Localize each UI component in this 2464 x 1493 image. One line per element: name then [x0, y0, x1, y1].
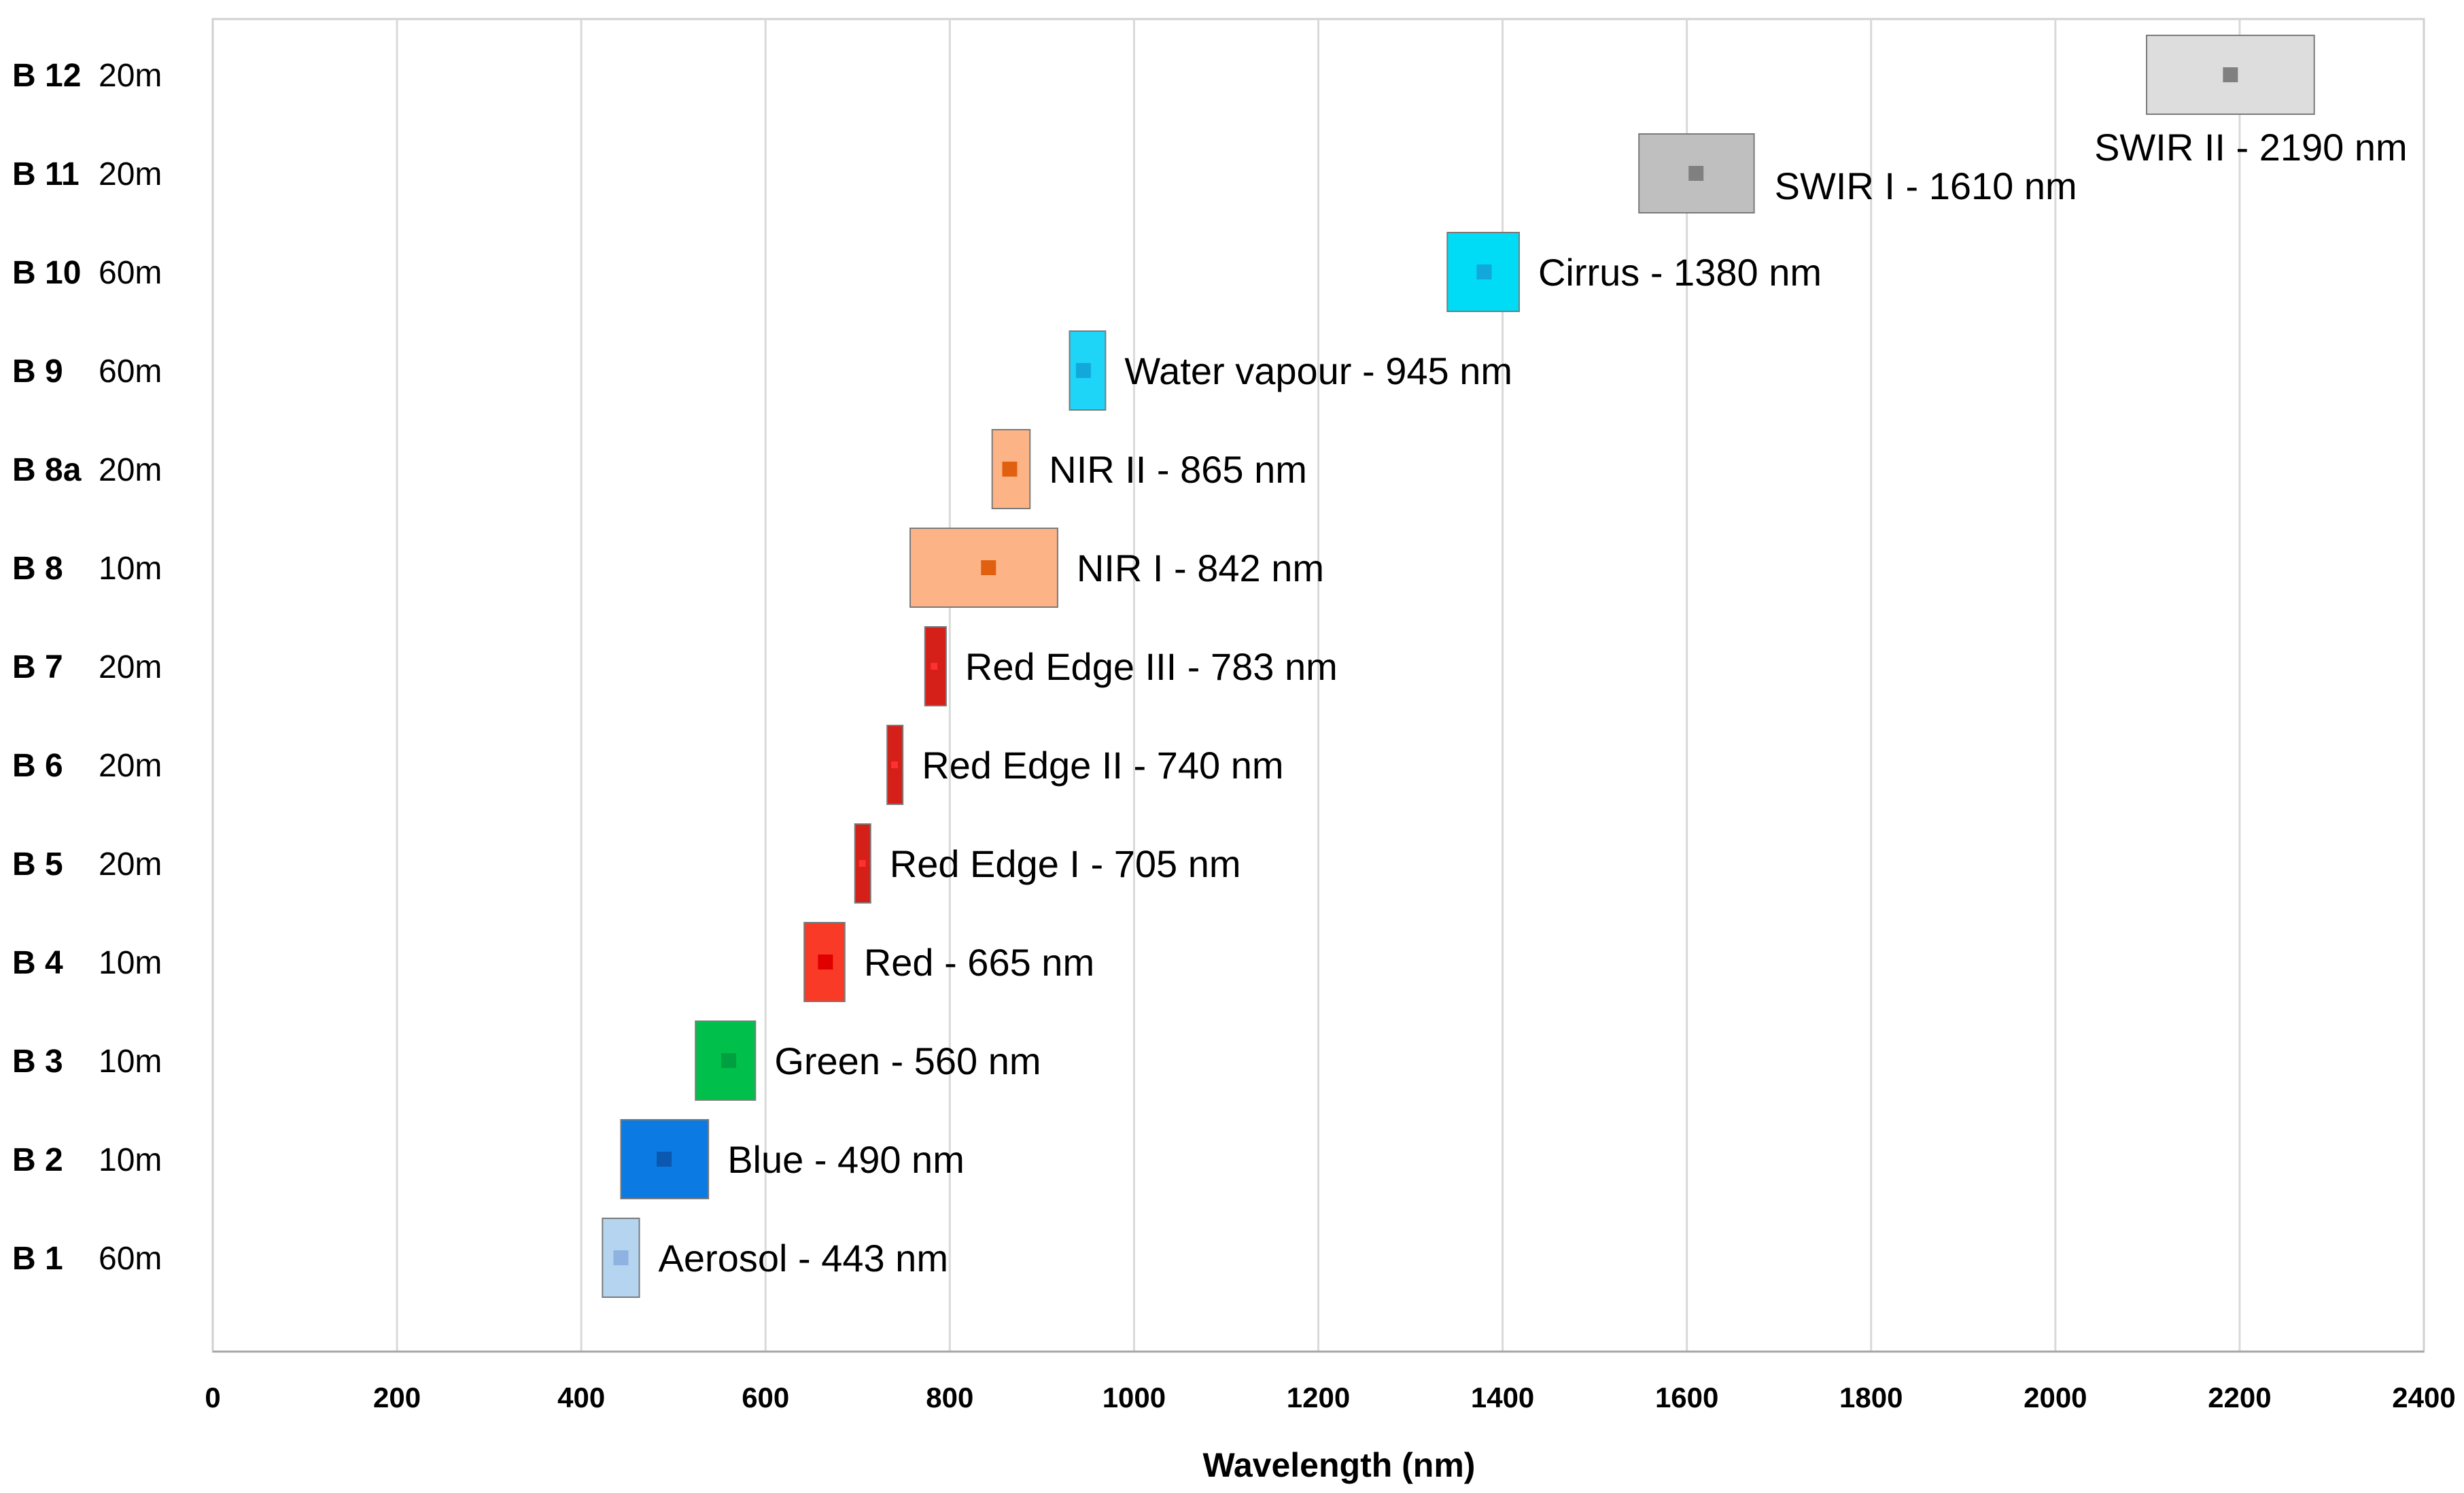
band-resolution-b5: 20m — [99, 846, 162, 882]
band-label-b12: SWIR II - 2190 nm — [2094, 126, 2408, 169]
band-center-marker-b5 — [858, 860, 866, 867]
x-tick-label-200: 200 — [373, 1382, 421, 1413]
band-resolution-b4: 10m — [99, 945, 162, 981]
band-center-marker-b11 — [1688, 166, 1704, 181]
band-code-b8: B 8 — [12, 551, 63, 587]
band-center-marker-b2 — [657, 1152, 672, 1167]
band-code-b12: B 12 — [12, 58, 81, 94]
x-tick-label-2400: 2400 — [2392, 1382, 2455, 1413]
band-resolution-b8: 10m — [99, 551, 162, 587]
band-resolution-b12: 20m — [99, 58, 162, 94]
band-resolution-b9: 60m — [99, 354, 162, 390]
band-resolution-b3: 10m — [99, 1044, 162, 1080]
band-code-b3: B 3 — [12, 1044, 63, 1080]
band-label-b4: Red - 665 nm — [864, 941, 1094, 984]
band-label-b7: Red Edge III - 783 nm — [965, 645, 1338, 688]
band-code-b1: B 1 — [12, 1241, 63, 1277]
band-label-b1: Aerosol - 443 nm — [659, 1237, 948, 1280]
band-label-b10: Cirrus - 1380 nm — [1538, 251, 1822, 294]
band-center-marker-b8a — [1002, 462, 1018, 477]
x-tick-label-1200: 1200 — [1287, 1382, 1350, 1413]
band-resolution-b8a: 20m — [99, 452, 162, 488]
band-code-b7: B 7 — [12, 649, 63, 685]
band-center-marker-b10 — [1476, 264, 1492, 279]
band-label-b6: Red Edge II - 740 nm — [922, 744, 1283, 787]
grid-lines — [396, 19, 2241, 1352]
band-center-marker-b3 — [721, 1053, 737, 1068]
band-code-b2: B 2 — [12, 1142, 63, 1178]
band-resolution-b11: 20m — [99, 156, 162, 192]
band-code-b6: B 6 — [12, 748, 63, 784]
band-code-b4: B 4 — [12, 945, 63, 981]
band-center-marker-b6 — [891, 761, 899, 768]
band-center-marker-b1 — [613, 1250, 629, 1265]
band-resolution-b1: 60m — [99, 1241, 162, 1277]
band-center-marker-b12 — [2223, 67, 2238, 82]
band-code-b5: B 5 — [12, 846, 63, 882]
x-tick-label-2200: 2200 — [2208, 1382, 2271, 1413]
band-code-b8a: B 8a — [12, 452, 82, 488]
bands: Aerosol - 443 nm Blue - 490 nm Green - 560… — [602, 35, 2408, 1298]
x-tick-label-1400: 1400 — [1471, 1382, 1534, 1413]
x-tick-label-1800: 1800 — [1839, 1382, 1903, 1413]
band-label-b8a: NIR II - 865 nm — [1049, 448, 1307, 491]
x-tick-label-2000: 2000 — [2024, 1382, 2087, 1413]
band-center-marker-b9 — [1075, 363, 1091, 378]
band-center-marker-b7 — [931, 663, 938, 670]
x-axis-title: Wavelength (nm) — [1203, 1446, 1476, 1484]
band-row-labels: B 1 60m B 2 10m B 3 10m B 4 10m B 5 20m B 6 20m B 7 2… — [12, 58, 162, 1277]
band-code-b10: B 10 — [12, 255, 81, 291]
x-axis-ticks: 0 200 400 600 800 1000 1200 1400 1600 1800 2000 220… — [205, 1382, 2455, 1413]
band-center-marker-b8 — [981, 560, 996, 575]
band-label-b9: Water vapour - 945 nm — [1124, 349, 1512, 392]
band-label-b8: NIR I - 842 nm — [1077, 547, 1324, 589]
band-resolution-b2: 10m — [99, 1142, 162, 1178]
x-tick-label-0: 0 — [205, 1382, 220, 1413]
x-tick-label-1000: 1000 — [1103, 1382, 1166, 1413]
x-tick-label-1600: 1600 — [1655, 1382, 1718, 1413]
band-resolution-b7: 20m — [99, 649, 162, 685]
x-tick-label-800: 800 — [926, 1382, 973, 1413]
band-label-b3: Green - 560 nm — [774, 1040, 1041, 1082]
band-resolution-b10: 60m — [99, 255, 162, 291]
x-tick-label-400: 400 — [557, 1382, 605, 1413]
band-code-b9: B 9 — [12, 354, 63, 390]
band-resolution-b6: 20m — [99, 748, 162, 784]
band-center-marker-b4 — [818, 955, 833, 969]
x-tick-label-600: 600 — [742, 1382, 789, 1413]
band-label-b2: Blue - 490 nm — [727, 1138, 965, 1181]
band-label-b5: Red Edge I - 705 nm — [890, 842, 1241, 885]
band-code-b11: B 11 — [12, 156, 80, 192]
band-label-b11: SWIR I - 1610 nm — [1775, 165, 2077, 207]
